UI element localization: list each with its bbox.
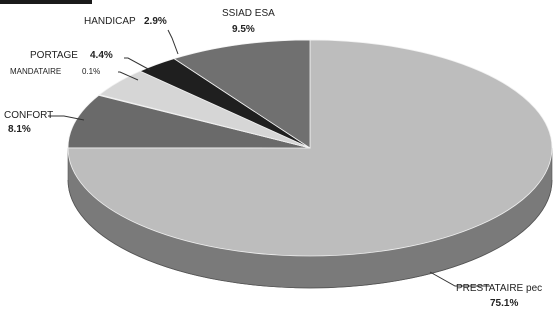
slice-value-prestataire: 75.1% xyxy=(490,298,518,309)
leader-line-confort xyxy=(48,115,85,121)
slice-value-ssiad: 9.5% xyxy=(232,24,255,35)
leader-line-handicap xyxy=(167,29,179,55)
leader-line-portage xyxy=(124,57,151,71)
slice-label-mandataire: MANDATAIRE xyxy=(10,67,61,76)
slice-value-confort: 8.1% xyxy=(8,124,31,135)
slice-value-handicap: 2.9% xyxy=(144,16,167,27)
slice-value-mandataire: 0.1% xyxy=(82,67,100,76)
pie-slice-confort xyxy=(67,94,311,149)
pie-slice-ssiad xyxy=(173,39,311,149)
slice-label-ssiad: SSIAD ESA xyxy=(222,8,275,19)
slice-label-confort: CONFORT xyxy=(4,110,53,121)
header-fragment xyxy=(0,0,92,4)
pie-slice-prestataire xyxy=(67,39,553,257)
leader-line-prestataire xyxy=(429,271,490,287)
pie-bottom-rim xyxy=(67,179,553,289)
slice-label-prestataire: PRESTATAIRE pec xyxy=(456,283,542,294)
pie-slices xyxy=(67,39,553,257)
slice-value-portage: 4.4% xyxy=(90,50,113,61)
leader-line-mandataire xyxy=(118,71,139,81)
slice-label-portage: PORTAGE xyxy=(30,50,78,61)
slice-label-handicap: HANDICAP xyxy=(84,16,136,27)
